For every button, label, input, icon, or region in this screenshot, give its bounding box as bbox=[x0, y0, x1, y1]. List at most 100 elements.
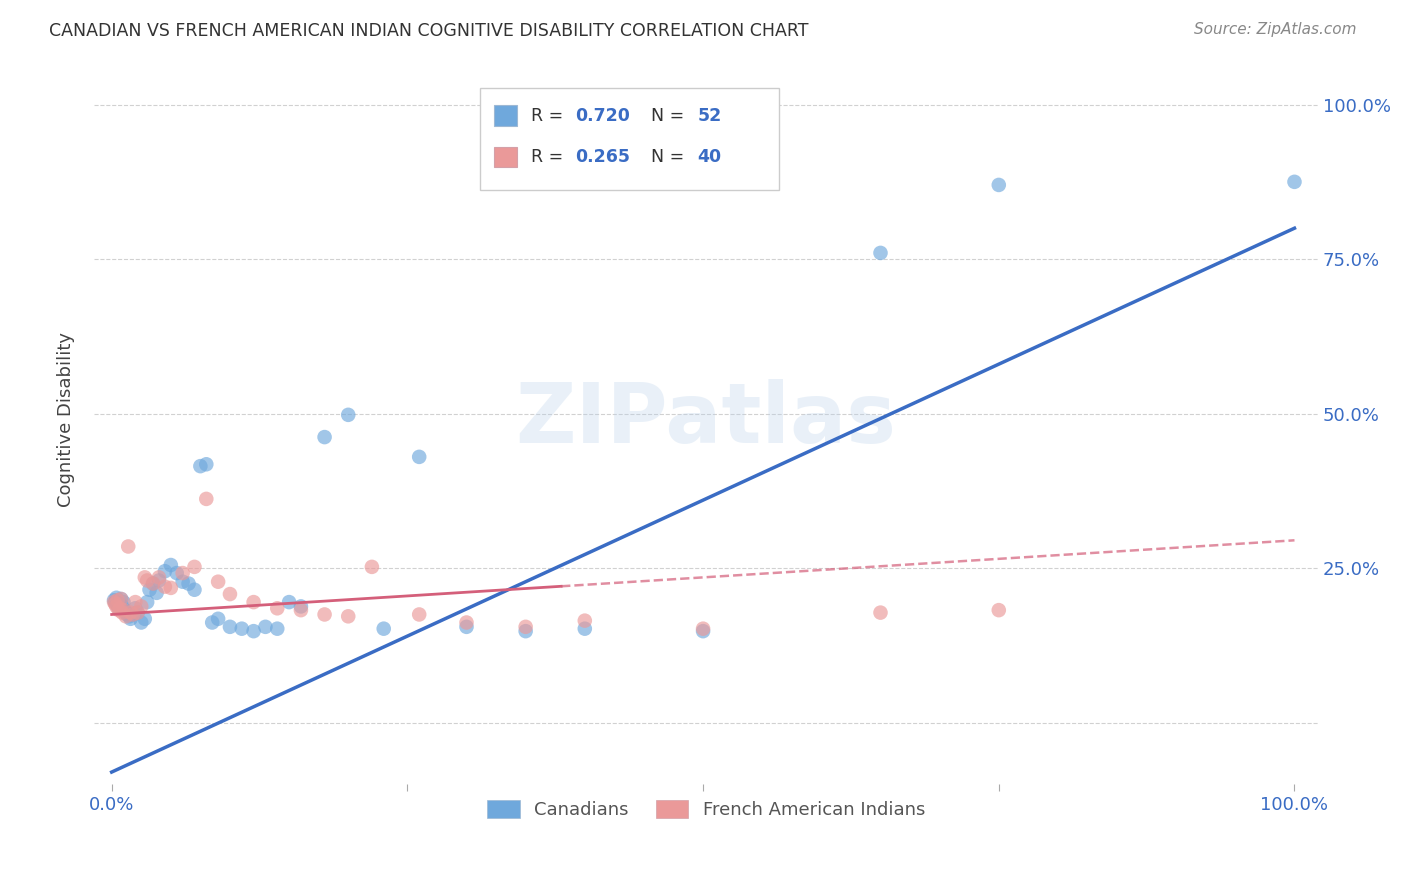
Point bbox=[107, 601, 129, 615]
Legend: Canadians, French American Indians: Canadians, French American Indians bbox=[479, 793, 932, 827]
Point bbox=[290, 603, 312, 617]
Point bbox=[456, 615, 478, 630]
Point bbox=[138, 582, 160, 597]
Text: Source: ZipAtlas.com: Source: ZipAtlas.com bbox=[1194, 22, 1357, 37]
Point bbox=[172, 574, 194, 589]
Point bbox=[127, 606, 149, 620]
Point bbox=[361, 560, 384, 574]
Point bbox=[148, 574, 170, 588]
Point bbox=[408, 607, 430, 622]
Point bbox=[105, 591, 128, 605]
Point bbox=[207, 574, 229, 589]
Text: 52: 52 bbox=[697, 107, 721, 125]
Point bbox=[124, 595, 146, 609]
Point bbox=[153, 580, 176, 594]
Point bbox=[266, 601, 288, 615]
Point bbox=[1284, 175, 1306, 189]
Point bbox=[115, 606, 138, 620]
Point bbox=[242, 595, 264, 609]
Point bbox=[242, 624, 264, 639]
Point bbox=[103, 595, 125, 609]
FancyBboxPatch shape bbox=[495, 105, 516, 126]
Point bbox=[408, 450, 430, 464]
Point bbox=[190, 459, 212, 474]
Point bbox=[103, 593, 125, 607]
Point bbox=[110, 592, 132, 607]
Text: 0.265: 0.265 bbox=[575, 148, 630, 166]
Point bbox=[110, 592, 132, 607]
Point bbox=[134, 612, 156, 626]
Point bbox=[107, 603, 129, 617]
Point bbox=[278, 595, 301, 609]
Point bbox=[129, 599, 152, 614]
Point bbox=[127, 606, 149, 620]
Point bbox=[115, 609, 138, 624]
Point bbox=[987, 603, 1010, 617]
Point bbox=[117, 540, 139, 554]
Point bbox=[136, 595, 159, 609]
Point bbox=[183, 560, 205, 574]
Text: 40: 40 bbox=[697, 148, 721, 166]
Point bbox=[118, 609, 141, 624]
Point bbox=[129, 615, 152, 630]
Point bbox=[115, 607, 138, 622]
Point bbox=[195, 457, 218, 471]
Point bbox=[177, 576, 200, 591]
Point bbox=[869, 606, 891, 620]
Point bbox=[373, 622, 395, 636]
Point bbox=[111, 599, 134, 614]
Point bbox=[142, 576, 165, 591]
Y-axis label: Cognitive Disability: Cognitive Disability bbox=[58, 333, 75, 508]
Text: R =: R = bbox=[531, 148, 569, 166]
Point bbox=[108, 597, 131, 611]
Point bbox=[987, 178, 1010, 192]
Point bbox=[574, 622, 596, 636]
Point bbox=[869, 246, 891, 260]
Point bbox=[574, 614, 596, 628]
Text: ZIPatlas: ZIPatlas bbox=[516, 379, 897, 460]
Point bbox=[337, 408, 360, 422]
Point bbox=[219, 620, 242, 634]
Point bbox=[515, 624, 537, 639]
Point bbox=[231, 622, 253, 636]
Point bbox=[337, 609, 360, 624]
FancyBboxPatch shape bbox=[479, 88, 779, 190]
Point bbox=[114, 603, 136, 617]
Point bbox=[219, 587, 242, 601]
Point bbox=[159, 558, 181, 572]
Point bbox=[148, 570, 170, 584]
Point bbox=[111, 606, 134, 620]
Point bbox=[159, 581, 181, 595]
Point bbox=[124, 601, 146, 615]
Point bbox=[195, 491, 218, 506]
Point bbox=[120, 606, 142, 620]
Point bbox=[314, 430, 336, 444]
Point bbox=[120, 612, 142, 626]
Point bbox=[172, 566, 194, 580]
Point bbox=[692, 624, 714, 639]
Point bbox=[134, 570, 156, 584]
Point bbox=[145, 586, 167, 600]
Point bbox=[290, 599, 312, 614]
Point bbox=[104, 597, 127, 611]
Point bbox=[515, 620, 537, 634]
Point bbox=[153, 564, 176, 578]
Text: CANADIAN VS FRENCH AMERICAN INDIAN COGNITIVE DISABILITY CORRELATION CHART: CANADIAN VS FRENCH AMERICAN INDIAN COGNI… bbox=[49, 22, 808, 40]
FancyBboxPatch shape bbox=[495, 147, 516, 168]
Point bbox=[207, 612, 229, 626]
Point bbox=[122, 607, 145, 622]
Point bbox=[314, 607, 336, 622]
Text: N =: N = bbox=[651, 148, 690, 166]
Text: N =: N = bbox=[651, 107, 690, 125]
Text: R =: R = bbox=[531, 107, 569, 125]
Text: 0.720: 0.720 bbox=[575, 107, 630, 125]
Point bbox=[122, 607, 145, 622]
Point bbox=[166, 566, 188, 580]
Point bbox=[692, 622, 714, 636]
Point bbox=[107, 598, 129, 612]
Point bbox=[201, 615, 224, 630]
Point bbox=[104, 595, 127, 609]
Point bbox=[108, 601, 131, 615]
Point bbox=[136, 574, 159, 588]
Point bbox=[142, 576, 165, 591]
